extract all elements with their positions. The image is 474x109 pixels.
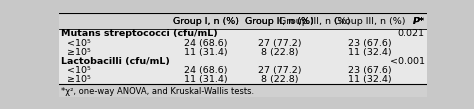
Text: 23 (67.6): 23 (67.6): [348, 66, 392, 75]
Text: Lactobacilli (cfu/mL): Lactobacilli (cfu/mL): [61, 57, 170, 66]
Text: 8 (22.8): 8 (22.8): [261, 75, 299, 84]
Text: *χ², one-way ANOVA, and Kruskal-Wallis tests.: *χ², one-way ANOVA, and Kruskal-Wallis t…: [61, 87, 254, 96]
Text: 24 (68.6): 24 (68.6): [184, 66, 228, 75]
FancyBboxPatch shape: [59, 13, 427, 84]
FancyBboxPatch shape: [59, 84, 427, 97]
Text: Mutans streptococci (cfu/mL): Mutans streptococci (cfu/mL): [61, 30, 218, 38]
Text: 24 (68.6): 24 (68.6): [184, 39, 228, 48]
FancyBboxPatch shape: [59, 13, 427, 29]
Text: 27 (77.2): 27 (77.2): [258, 66, 301, 75]
Text: ≥10⁵: ≥10⁵: [61, 48, 91, 57]
Text: 11 (32.4): 11 (32.4): [348, 75, 392, 84]
Text: 11 (31.4): 11 (31.4): [184, 75, 228, 84]
Text: 27 (77.2): 27 (77.2): [258, 39, 301, 48]
Text: Group II, n (%): Group II, n (%): [245, 17, 314, 26]
Text: 8 (22.8): 8 (22.8): [261, 48, 299, 57]
Text: Group I, n (%): Group I, n (%): [173, 17, 239, 26]
Text: Group II, n (%): Group II, n (%): [245, 17, 314, 26]
Text: Group I, n (%): Group I, n (%): [173, 17, 239, 26]
Text: 11 (31.4): 11 (31.4): [184, 48, 228, 57]
Text: <10⁵: <10⁵: [61, 39, 91, 48]
Text: Group III, n (%): Group III, n (%): [279, 17, 350, 26]
Text: Group III, n (%): Group III, n (%): [334, 17, 405, 26]
Text: 23 (67.6): 23 (67.6): [348, 39, 392, 48]
Text: P*: P*: [413, 17, 425, 26]
Text: ≥10⁵: ≥10⁵: [61, 75, 91, 84]
Text: <0.001: <0.001: [390, 57, 425, 66]
Text: 0.021: 0.021: [398, 30, 425, 38]
Text: 11 (32.4): 11 (32.4): [348, 48, 392, 57]
Text: <10⁵: <10⁵: [61, 66, 91, 75]
Text: P*: P*: [413, 17, 425, 26]
